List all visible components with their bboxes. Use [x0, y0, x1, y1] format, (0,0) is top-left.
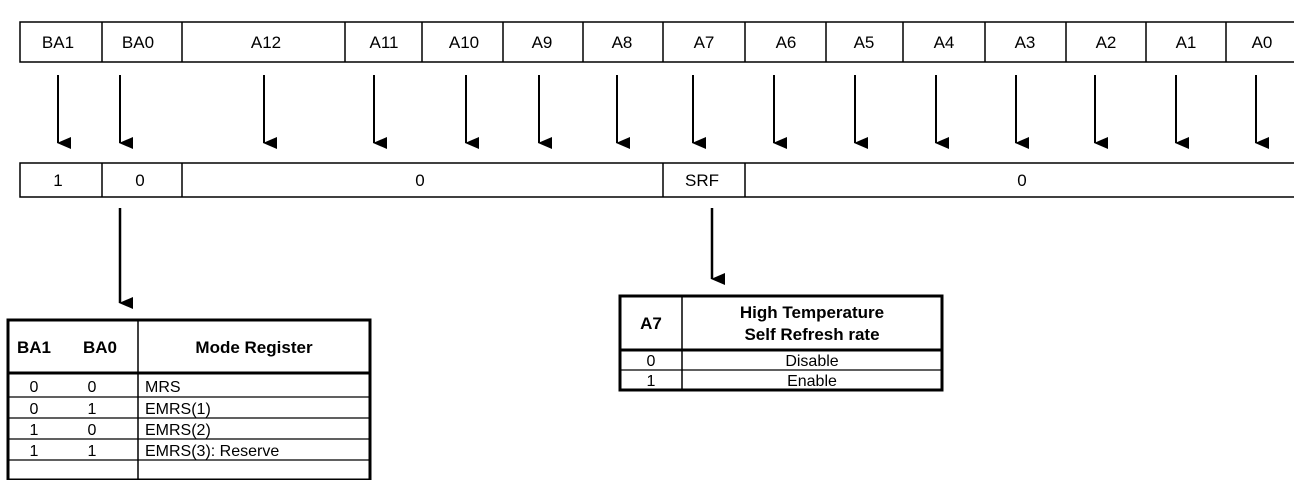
mode-row-0-mode: MRS [145, 379, 181, 396]
pin-label-a0: A0 [1252, 33, 1273, 52]
pin-label-a6: A6 [776, 33, 797, 52]
mode-row-1-ba0: 1 [88, 401, 97, 418]
srf-row-1-value: Enable [787, 373, 837, 390]
srf-row-1-a7: 1 [647, 373, 656, 390]
srf-header-a7: A7 [640, 314, 662, 333]
field-ba1-value: 1 [53, 171, 62, 190]
mode-header-ba1: BA1 [17, 338, 51, 357]
field-a12-a8-value: 0 [415, 171, 424, 190]
pin-arrows [57, 75, 1269, 149]
pin-label-a9: A9 [532, 33, 553, 52]
pin-label-a10: A10 [449, 33, 479, 52]
srf-header-title-line2: Self Refresh rate [744, 325, 879, 344]
pin-label-a4: A4 [934, 33, 955, 52]
mode-row-2-ba0: 0 [88, 422, 97, 439]
pin-label-a8: A8 [612, 33, 633, 52]
mode-row-2-mode: EMRS(2) [145, 422, 211, 439]
srf-table: A7 High Temperature Self Refresh rate 0 … [618, 294, 944, 392]
pin-label-ba0: BA0 [122, 33, 154, 52]
pin-label-a5: A5 [854, 33, 875, 52]
mode-row-1-mode: EMRS(1) [145, 401, 211, 418]
register-field-row: 1 0 0 SRF 0 [19, 162, 1294, 198]
pin-label-a1: A1 [1176, 33, 1197, 52]
address-pin-row: BA1 BA0 A12 A11 A10 A9 A8 A7 A6 A5 A4 A3… [19, 21, 1294, 63]
pin-label-a11: A11 [370, 33, 399, 52]
mode-row-0-ba1: 0 [30, 379, 39, 396]
field-a6-a0-value: 0 [1017, 171, 1026, 190]
mode-row-2-ba1: 1 [30, 422, 39, 439]
pin-label-a3: A3 [1015, 33, 1036, 52]
srf-row-0-a7: 0 [647, 353, 656, 370]
mode-row-0-ba0: 0 [88, 379, 97, 396]
field-ba0-value: 0 [135, 171, 144, 190]
pin-label-a2: A2 [1096, 33, 1117, 52]
mode-register-table: BA1 BA0 Mode Register 0 0 MRS 0 1 EMRS(1… [6, 318, 372, 480]
pin-label-a7: A7 [694, 33, 715, 52]
mode-row-3-ba0: 1 [88, 443, 97, 460]
srf-row-0-value: Disable [785, 353, 838, 370]
mode-row-3-ba1: 1 [30, 443, 39, 460]
pin-label-a12: A12 [251, 33, 281, 52]
mode-row-1-ba1: 0 [30, 401, 39, 418]
field-srf-label: SRF [685, 171, 719, 190]
srf-header-title-line1: High Temperature [740, 303, 884, 322]
pin-label-ba1: BA1 [42, 33, 74, 52]
connector-arrows [118, 208, 725, 309]
mode-header-mode-register: Mode Register [195, 338, 313, 357]
mode-header-ba0: BA0 [83, 338, 117, 357]
mode-row-3-mode: EMRS(3): Reserve [145, 443, 279, 460]
